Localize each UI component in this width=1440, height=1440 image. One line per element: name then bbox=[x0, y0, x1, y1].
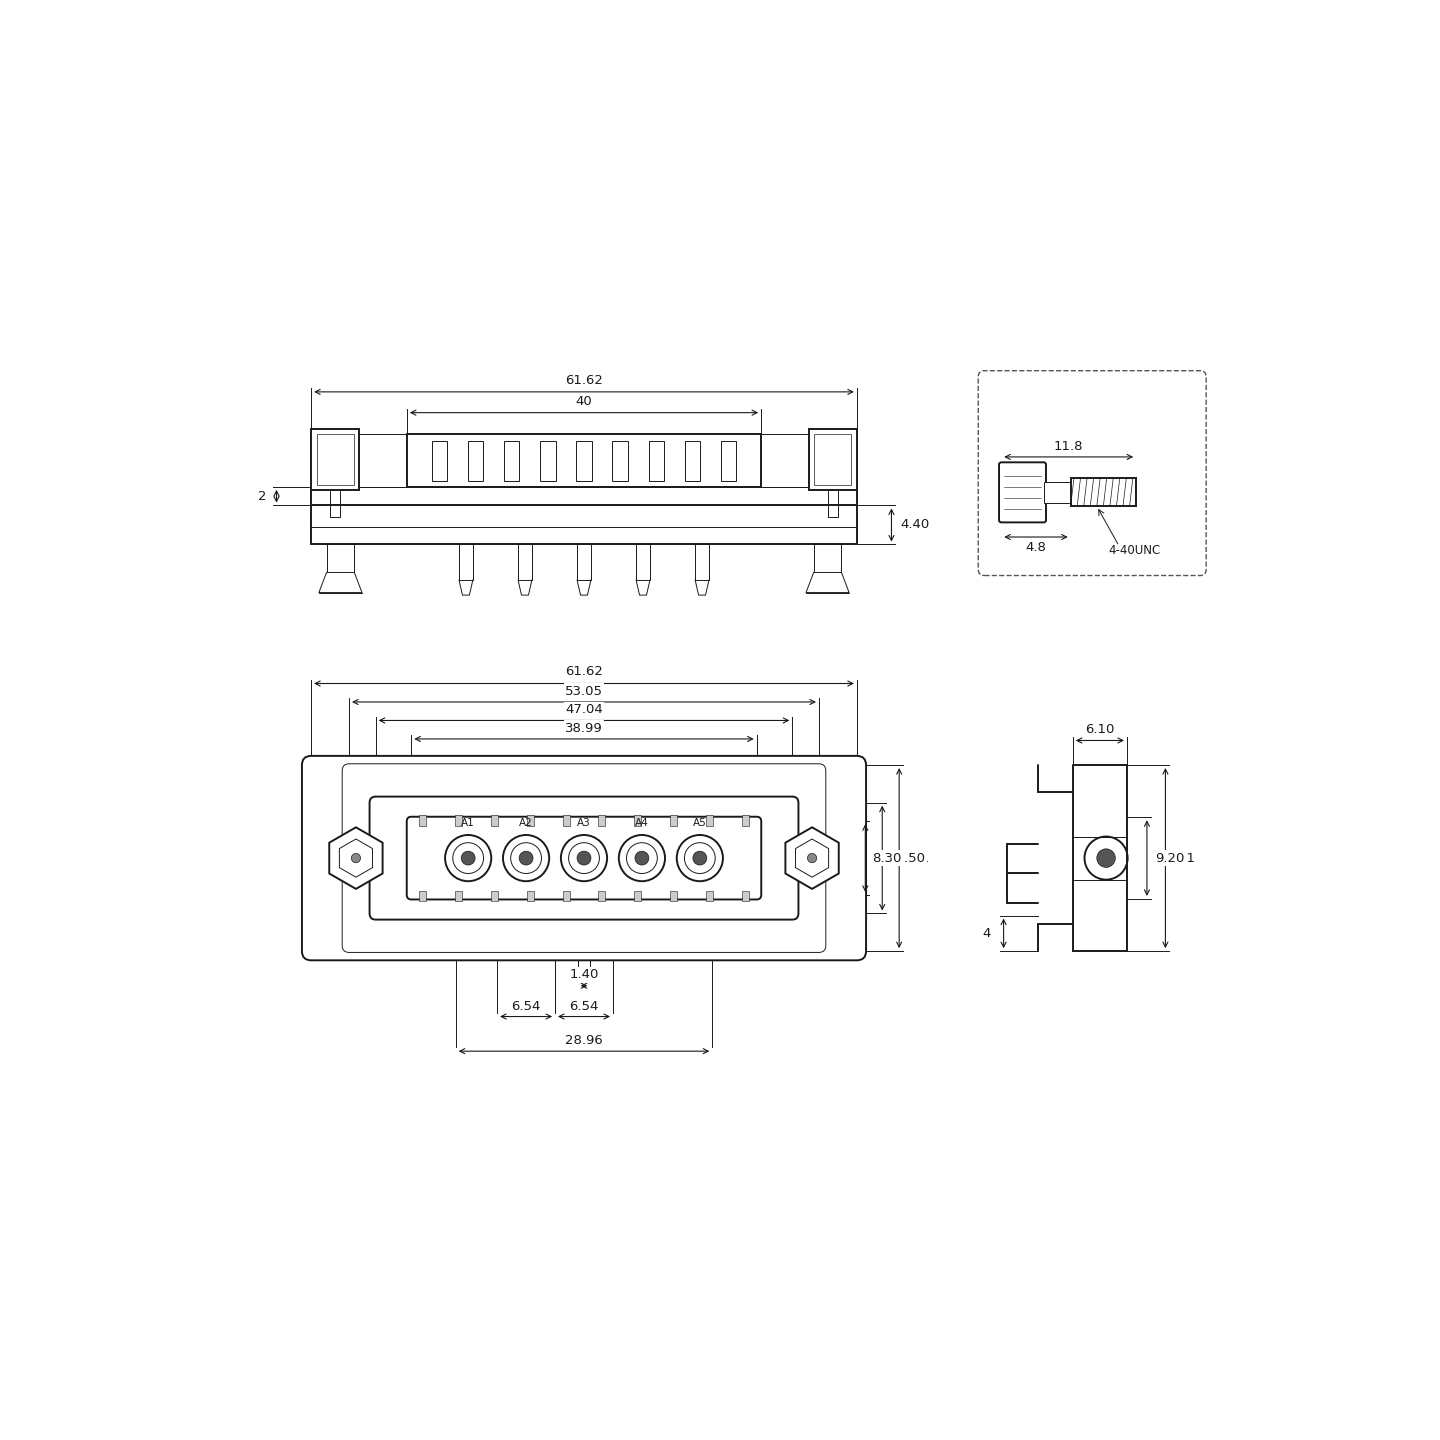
Bar bbox=[311, 429, 359, 490]
Bar bbox=[527, 815, 534, 825]
Text: 53.05: 53.05 bbox=[564, 684, 603, 698]
Bar bbox=[809, 429, 857, 490]
Bar bbox=[815, 433, 851, 485]
Bar bbox=[432, 441, 446, 481]
Bar bbox=[612, 441, 628, 481]
Circle shape bbox=[461, 851, 475, 865]
Circle shape bbox=[635, 851, 649, 865]
Text: 4-40UNC: 4-40UNC bbox=[1109, 543, 1161, 557]
FancyBboxPatch shape bbox=[978, 370, 1207, 576]
Text: 11.8: 11.8 bbox=[1054, 439, 1083, 452]
Bar bbox=[599, 815, 605, 825]
Bar bbox=[576, 441, 592, 481]
Text: 40: 40 bbox=[576, 396, 592, 409]
Bar bbox=[670, 890, 677, 901]
Circle shape bbox=[351, 854, 360, 863]
Text: 4.40: 4.40 bbox=[900, 518, 929, 531]
Bar bbox=[706, 890, 713, 901]
Text: 2: 2 bbox=[258, 490, 266, 503]
Bar bbox=[491, 815, 498, 825]
Bar bbox=[742, 815, 749, 825]
Bar bbox=[648, 441, 664, 481]
FancyBboxPatch shape bbox=[302, 756, 865, 960]
Bar bbox=[721, 441, 736, 481]
Text: 6.54: 6.54 bbox=[511, 999, 541, 1012]
Polygon shape bbox=[785, 828, 838, 888]
Bar bbox=[491, 890, 498, 901]
Text: 1.40: 1.40 bbox=[569, 969, 599, 982]
Text: A3: A3 bbox=[577, 818, 590, 828]
Bar bbox=[455, 890, 462, 901]
Text: 9.20: 9.20 bbox=[1155, 851, 1185, 864]
Circle shape bbox=[808, 854, 816, 863]
Text: 21: 21 bbox=[912, 851, 929, 864]
Bar bbox=[540, 441, 556, 481]
Bar bbox=[599, 890, 605, 901]
Text: 21: 21 bbox=[1178, 851, 1195, 864]
Circle shape bbox=[577, 851, 590, 865]
Bar bbox=[1071, 478, 1136, 507]
Bar bbox=[634, 815, 641, 825]
Text: 12.50: 12.50 bbox=[888, 851, 926, 864]
Bar bbox=[685, 441, 700, 481]
Bar bbox=[742, 890, 749, 901]
Bar bbox=[563, 890, 570, 901]
Text: 4.8: 4.8 bbox=[1025, 541, 1047, 554]
Bar bbox=[468, 441, 484, 481]
Circle shape bbox=[520, 851, 533, 865]
Bar bbox=[706, 815, 713, 825]
Text: 4: 4 bbox=[982, 927, 991, 940]
Polygon shape bbox=[795, 840, 828, 877]
Text: A4: A4 bbox=[635, 818, 649, 828]
FancyBboxPatch shape bbox=[999, 462, 1045, 523]
Bar bbox=[563, 815, 570, 825]
Bar bbox=[527, 890, 534, 901]
Bar bbox=[670, 815, 677, 825]
Text: 47.04: 47.04 bbox=[564, 703, 603, 716]
Text: 38.99: 38.99 bbox=[564, 721, 603, 734]
Text: 6.10: 6.10 bbox=[1086, 723, 1115, 736]
Polygon shape bbox=[340, 840, 373, 877]
Bar bbox=[419, 890, 426, 901]
FancyBboxPatch shape bbox=[370, 796, 798, 920]
Polygon shape bbox=[330, 828, 383, 888]
Text: 8.30: 8.30 bbox=[873, 851, 901, 864]
Bar bbox=[1044, 481, 1071, 503]
Text: 61.62: 61.62 bbox=[564, 374, 603, 387]
Text: A2: A2 bbox=[520, 818, 533, 828]
Bar bbox=[317, 433, 354, 485]
Circle shape bbox=[693, 851, 707, 865]
Bar bbox=[455, 815, 462, 825]
Text: 28.96: 28.96 bbox=[564, 1034, 603, 1047]
Text: A1: A1 bbox=[461, 818, 475, 828]
FancyBboxPatch shape bbox=[406, 816, 762, 900]
Bar bbox=[504, 441, 520, 481]
Text: 6.54: 6.54 bbox=[569, 999, 599, 1012]
Bar bbox=[419, 815, 426, 825]
Bar bbox=[634, 890, 641, 901]
Text: 61.62: 61.62 bbox=[564, 665, 603, 678]
Circle shape bbox=[1097, 848, 1116, 867]
Text: A5: A5 bbox=[693, 818, 707, 828]
